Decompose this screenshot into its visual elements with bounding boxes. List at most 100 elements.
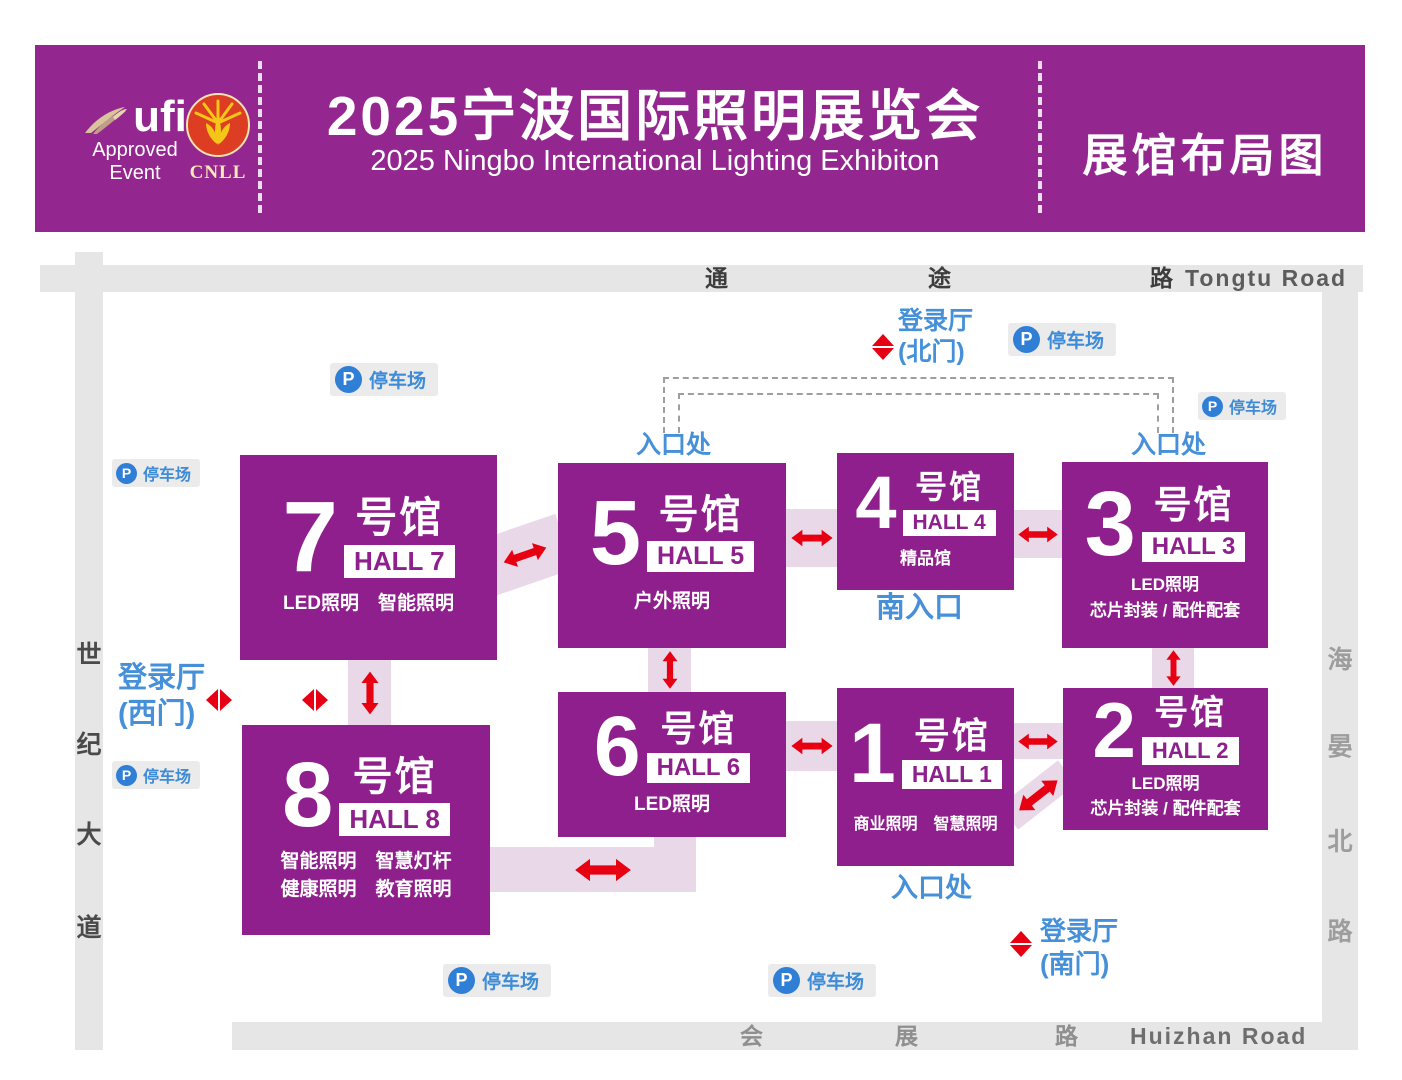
parking-label: P 停车场 — [330, 363, 439, 396]
map-title: 展馆布局图 — [1082, 130, 1328, 181]
road-char: 北 — [1327, 828, 1353, 856]
exhibition-title-en: 2025 Ningbo International Lighting Exhib… — [370, 145, 940, 177]
login-hall-text: 登录厅 — [1040, 916, 1119, 946]
banner-dashed-divider-right — [1038, 61, 1042, 213]
route-dashed-line — [663, 377, 1174, 379]
hall-en-badge: HALL 1 — [901, 759, 1002, 789]
hall-number: 5 — [589, 481, 641, 584]
hall-categories: 户外照明 — [634, 588, 710, 617]
double-arrow-icon — [790, 737, 833, 755]
double-arrow-icon — [1165, 650, 1181, 686]
hall-suffix: 号馆 — [913, 715, 990, 757]
parking-label: P 停车场 — [112, 459, 201, 487]
parking-text: 停车场 — [1047, 331, 1105, 352]
double-arrow-icon — [662, 651, 677, 689]
road-char: 大 — [76, 821, 102, 849]
hall-categories: 精品馆 — [900, 546, 951, 572]
connector-hall5-hall4 — [786, 509, 837, 567]
double-arrow-icon — [790, 529, 833, 547]
connector-hall8-hall6 — [488, 847, 696, 892]
login-hall-text: 登录厅 — [118, 662, 206, 694]
hall-en-badge: HALL 6 — [646, 752, 751, 783]
gate-diamond-arrow-icon — [1010, 931, 1032, 957]
road-char: 海 — [1327, 646, 1353, 674]
connector-hall6-hall1 — [786, 721, 837, 771]
parking-icon: P — [1013, 326, 1040, 353]
road-char: 路 — [1150, 265, 1173, 291]
hall-6-block: 6 号馆 HALL 6 LED照明 — [558, 692, 786, 837]
route-dashed-line — [1157, 393, 1159, 433]
hall-category-line: 户外照明 — [633, 591, 710, 613]
login-hall-west-label: 登录厅 (西门) — [118, 660, 205, 733]
hall-8-title: 8 号馆 HALL 8 — [282, 749, 450, 841]
hall-2-title: 2 号馆 HALL 2 — [1093, 691, 1239, 768]
parking-label: P 停车场 — [768, 964, 877, 997]
tongtu-road-band: 通 途 路 Tongtu Road — [40, 265, 1363, 292]
cnll-text: CNLL — [189, 162, 247, 183]
cnll-sun-flower-icon — [186, 93, 250, 157]
hall-category-line: 商业照明 智慧照明 — [853, 815, 998, 833]
entrance-label-hall5: 入口处 — [636, 431, 712, 459]
ufi-logo-row: ufi — [65, 95, 205, 138]
road-char: 世 — [76, 641, 102, 669]
hall-en-badge: HALL 3 — [1141, 531, 1246, 562]
hall-category-line: 芯片封装 / 配件配套 — [1090, 799, 1241, 819]
road-name-en: Tongtu Road — [1185, 265, 1348, 291]
hall-suffix: 号馆 — [658, 493, 743, 538]
hall-categories: LED照明 芯片封装 / 配件配套 — [1090, 771, 1240, 822]
parking-label: P 停车场 — [112, 761, 201, 789]
double-arrow-icon — [1018, 526, 1058, 542]
hall-categories: 智能照明 智慧灯杆 健康照明 教育照明 — [280, 848, 451, 905]
parking-icon: P — [335, 366, 362, 393]
hall-category-line: 芯片封装 / 配件配套 — [1089, 600, 1241, 620]
hall-1-block: 1 号馆 HALL 1 商业照明 智慧照明 — [837, 688, 1014, 866]
connector-hall7-hall8 — [348, 660, 391, 726]
road-char: 道 — [76, 914, 102, 942]
hall-3-title: 3 号馆 HALL 3 — [1085, 478, 1246, 570]
hall-category-line: 精品馆 — [900, 549, 951, 569]
connector-hall7-hall5 — [475, 513, 575, 597]
gate-diamond-arrow-icon — [206, 689, 232, 711]
hall-en-badge: HALL 2 — [1141, 736, 1239, 765]
hall-suffix: 号馆 — [660, 707, 737, 749]
route-dashed-line — [1172, 377, 1174, 433]
parking-icon: P — [1202, 395, 1223, 417]
route-dashed-line — [678, 393, 1159, 395]
route-dashed-line — [663, 377, 665, 433]
login-hall-north-label: 登录厅 (北门) — [898, 306, 973, 369]
entrance-label-hall1: 入口处 — [891, 873, 972, 903]
south-gate-text: (南门) — [1040, 948, 1110, 979]
parking-text: 停车场 — [143, 467, 192, 484]
gate-diamond-arrow-icon — [872, 334, 894, 360]
hall-category-line: 智能照明 智慧灯杆 — [280, 850, 452, 872]
hall-5-block: 5 号馆 HALL 5 户外照明 — [558, 463, 786, 648]
hall-2-block: 2 号馆 HALL 2 LED照明 芯片封装 / 配件配套 — [1063, 688, 1268, 830]
road-char: 展 — [895, 1023, 918, 1049]
parking-text: 停车场 — [482, 972, 540, 993]
hall-category-line: LED照明 智能照明 — [282, 593, 454, 615]
parking-label: P 停车场 — [443, 964, 552, 997]
hall-1-title: 1 号馆 HALL 1 — [849, 711, 1002, 794]
road-char: 会 — [740, 1023, 763, 1049]
parking-text: 停车场 — [143, 769, 192, 786]
gate-diamond-arrow-icon — [302, 689, 328, 711]
hall-categories: LED照明 芯片封装 / 配件配套 — [1090, 572, 1240, 623]
huizhan-road-band: 会 展 路 Huizhan Road — [232, 1022, 1358, 1050]
hall-number: 7 — [282, 481, 338, 594]
hall-5-title: 5 号馆 HALL 5 — [589, 481, 755, 584]
hall-en-badge: HALL 4 — [902, 510, 996, 537]
header-banner: ufi Approved Event CNLL — [35, 45, 1365, 232]
hall-category-line: 健康照明 教育照明 — [280, 879, 452, 900]
connector-hall3-hall2 — [1152, 648, 1194, 688]
ufi-logo: ufi Approved Event — [65, 95, 205, 185]
double-arrow-icon — [1018, 733, 1058, 749]
hall-categories: LED照明 智能照明 — [283, 590, 454, 619]
exhibition-title-cn: 2025宁波国际照明展览会 — [326, 85, 984, 147]
road-name-en: Huizhan Road — [1130, 1023, 1308, 1049]
double-arrow-icon — [503, 543, 547, 567]
south-entrance-label: 南入口 — [876, 592, 964, 624]
hall-suffix: 号馆 — [1153, 485, 1234, 528]
login-hall-south-label: 登录厅 (南门) — [1040, 915, 1118, 980]
parking-text: 停车场 — [1229, 400, 1278, 417]
